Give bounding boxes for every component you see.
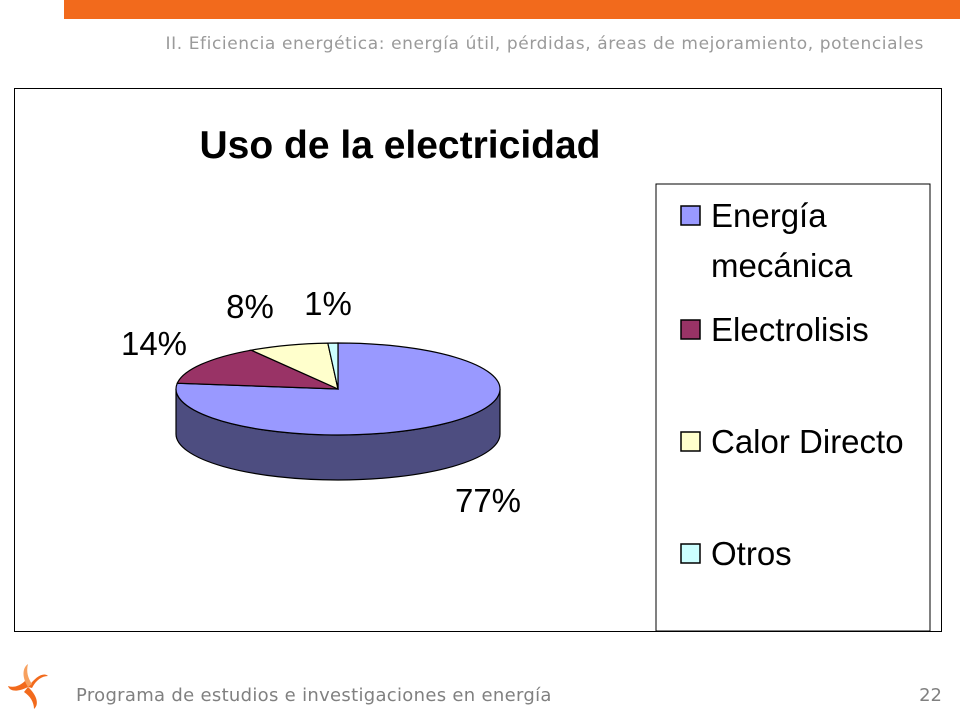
data-label-1: 14% bbox=[121, 325, 187, 362]
data-labels: 77% 14% 8% 1% bbox=[121, 285, 521, 519]
page-number: 22 bbox=[919, 685, 942, 706]
data-label-3: 1% bbox=[304, 285, 352, 322]
chart-frame bbox=[14, 88, 942, 632]
section-title: II. Eficiencia energética: energía útil,… bbox=[165, 34, 924, 54]
legend-label-1: Electrolisis bbox=[711, 311, 869, 348]
legend-label-3: Otros bbox=[711, 535, 792, 572]
swirl-logo-icon bbox=[6, 662, 50, 716]
top-accent-bar bbox=[64, 0, 960, 19]
legend-label-0: Energía bbox=[711, 197, 827, 234]
pie-chart: Uso de la electricidad 77% 14% 8% 1% Energí… bbox=[121, 124, 931, 632]
chart-title: Uso de la electricidad bbox=[200, 124, 601, 167]
data-label-0: 77% bbox=[455, 482, 521, 519]
slice-3 bbox=[327, 342, 339, 390]
legend-label-0-line2: mecánica bbox=[711, 247, 853, 284]
footer-text: Programa de estudios e investigaciones e… bbox=[76, 685, 552, 706]
legend-swatch-1 bbox=[680, 319, 701, 340]
legend-swatch-0 bbox=[680, 205, 701, 226]
pie-slices bbox=[175, 342, 501, 481]
legend-swatch-2 bbox=[680, 431, 701, 452]
slice-1 bbox=[176, 349, 339, 390]
legend: Energía mecánica Electrolisis Calor Directo… bbox=[655, 183, 931, 632]
data-label-2: 8% bbox=[226, 288, 274, 325]
legend-swatch-3 bbox=[680, 543, 701, 564]
legend-box bbox=[655, 183, 931, 632]
legend-label-2: Calor Directo bbox=[711, 423, 904, 460]
